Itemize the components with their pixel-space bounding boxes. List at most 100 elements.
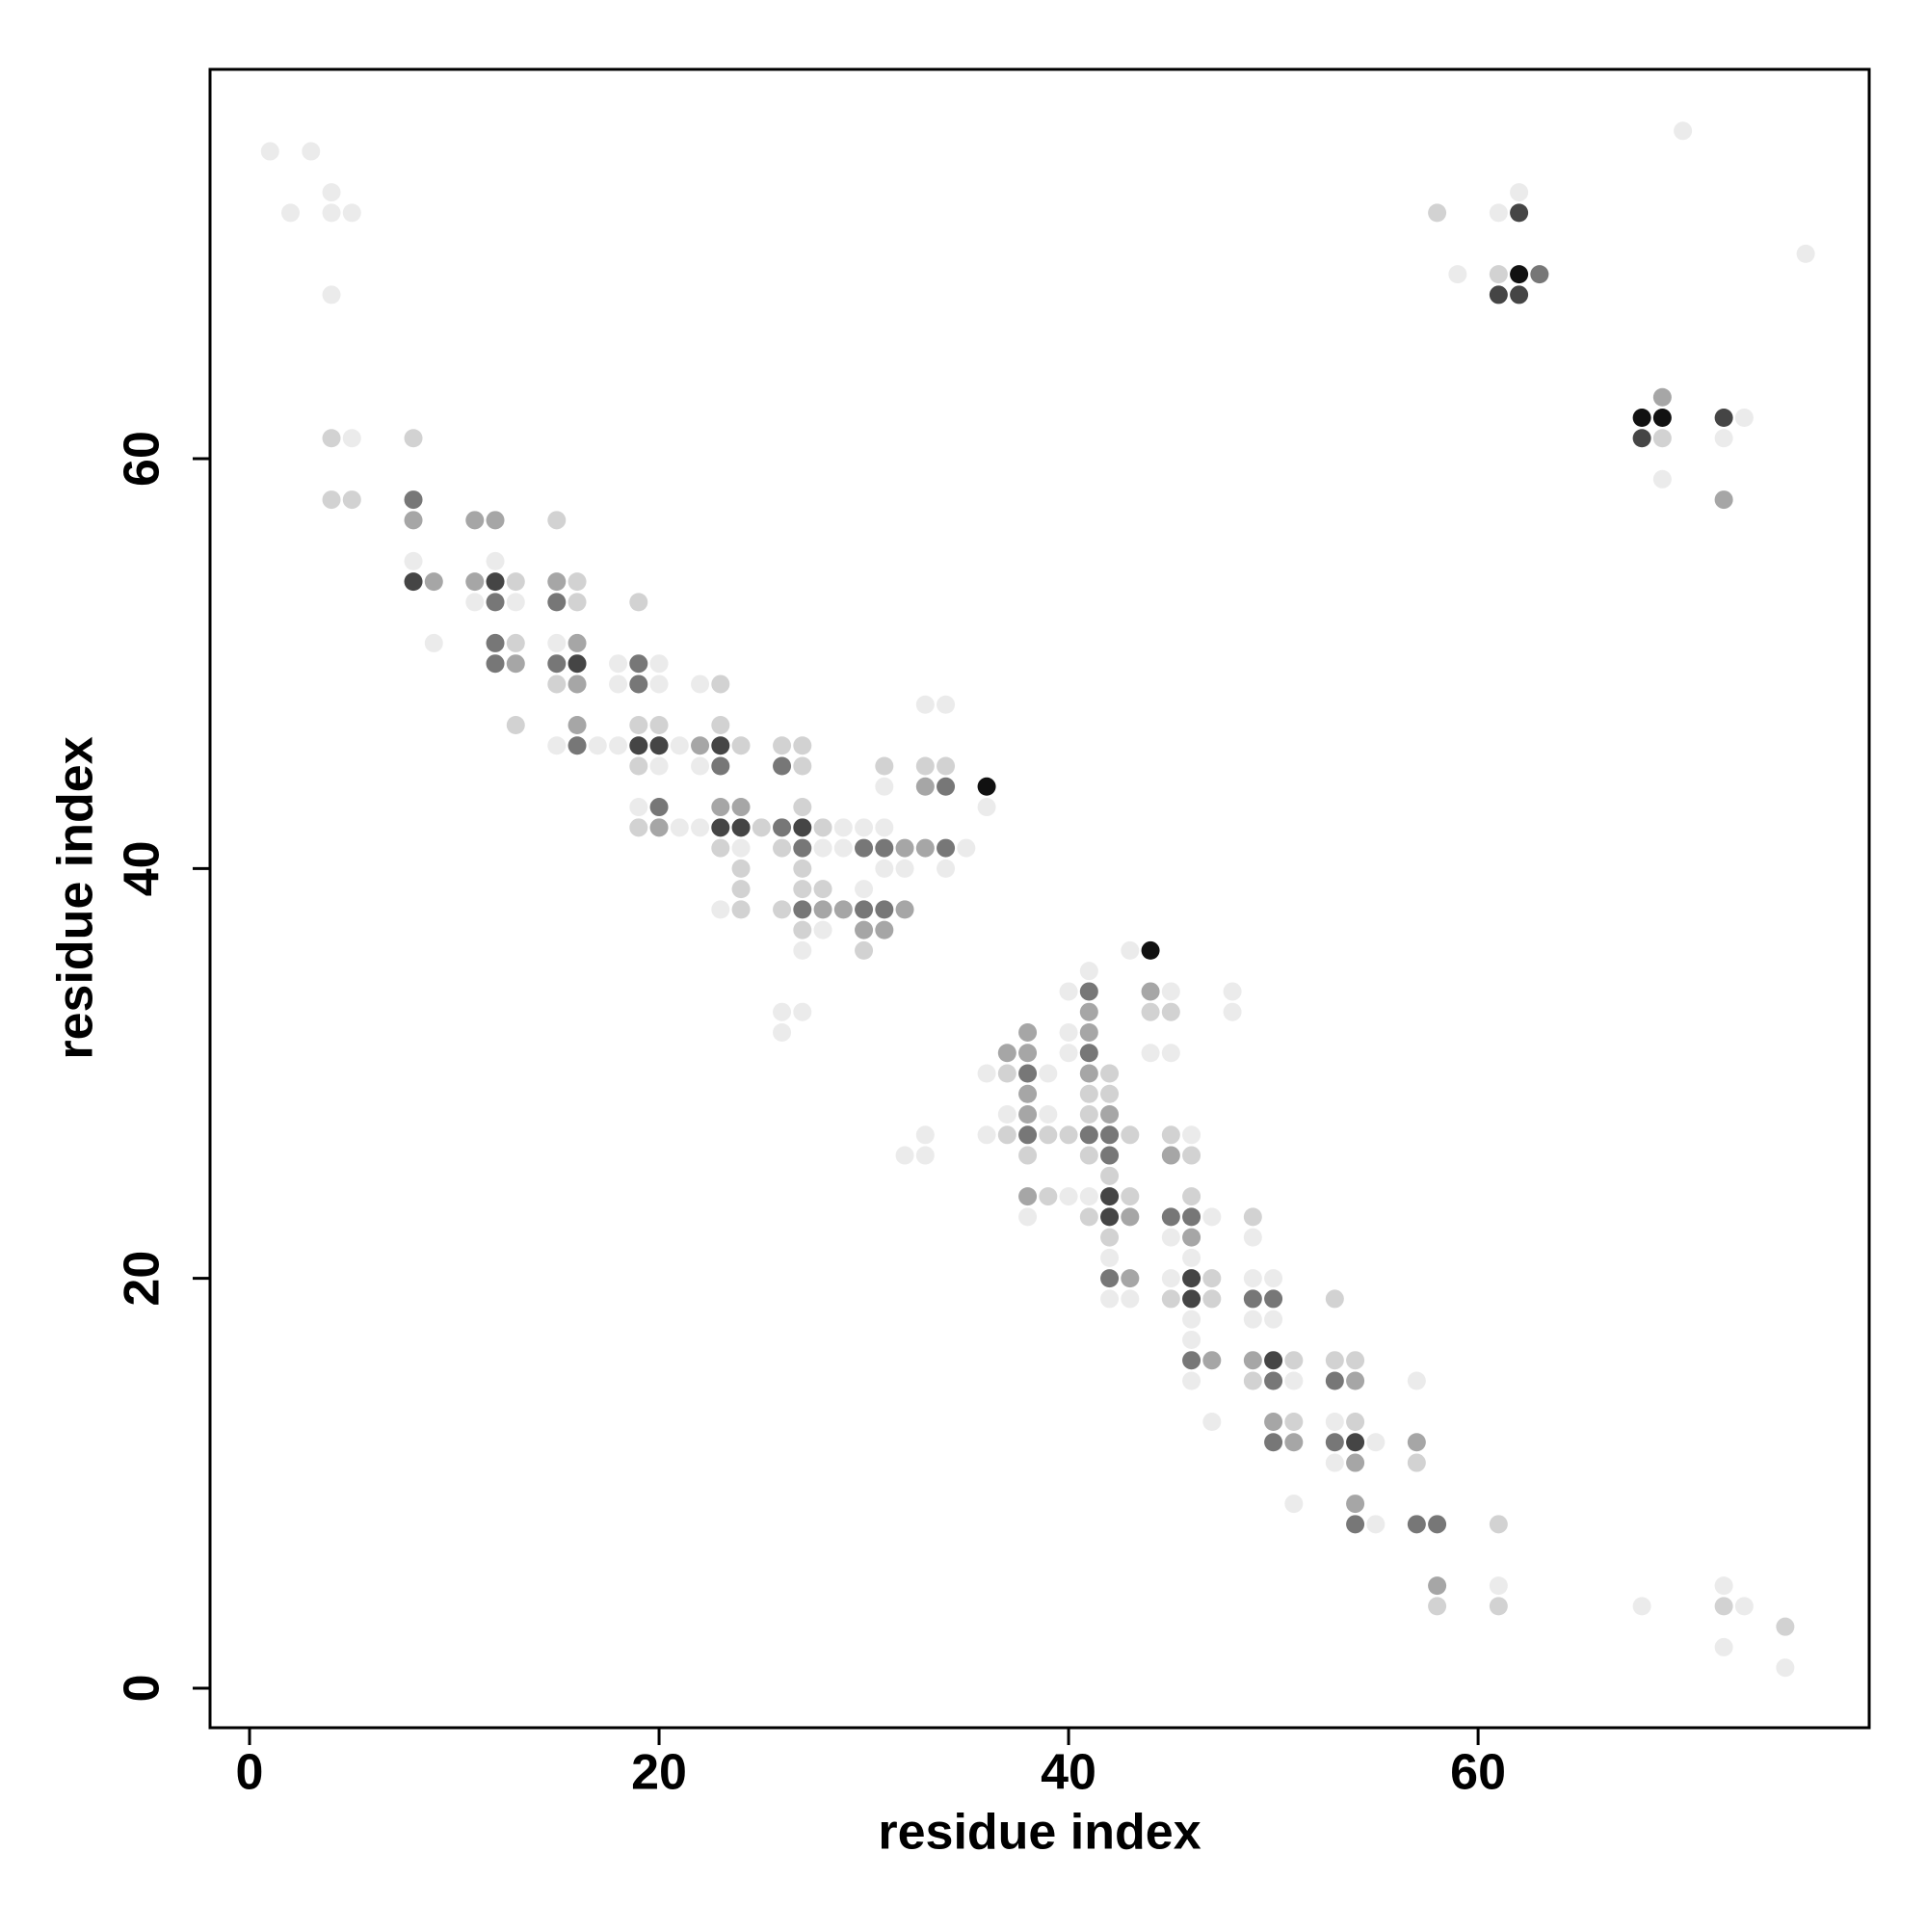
contact-point <box>322 183 341 202</box>
contact-point <box>1510 285 1529 304</box>
contact-point <box>937 838 956 858</box>
contact-point <box>1407 1433 1426 1452</box>
contact-point <box>731 798 751 817</box>
contact-point <box>793 736 812 755</box>
contact-point <box>342 203 361 223</box>
contact-point <box>1182 1146 1201 1165</box>
contact-point <box>875 838 894 858</box>
contact-point <box>1284 1371 1304 1390</box>
contact-point <box>731 838 751 858</box>
contact-point <box>1202 1413 1222 1432</box>
contact-point <box>1407 1453 1426 1472</box>
contact-point <box>1039 1187 1058 1206</box>
contact-point <box>1018 1044 1038 1063</box>
contact-point <box>1018 1125 1038 1145</box>
contact-point <box>855 920 874 940</box>
contact-point <box>568 715 587 734</box>
contact-point <box>465 511 485 530</box>
contact-point <box>731 880 751 899</box>
contact-point <box>609 675 628 694</box>
contact-point <box>1734 409 1754 428</box>
contact-point <box>1510 183 1529 202</box>
contact-point <box>793 900 812 919</box>
contact-point <box>486 593 505 612</box>
contact-point <box>773 900 792 919</box>
contact-point <box>1714 409 1733 428</box>
contact-point <box>1121 1187 1140 1206</box>
contact-point <box>1489 285 1508 304</box>
contact-point <box>1325 1351 1344 1370</box>
contact-point <box>1079 1064 1098 1083</box>
contact-point <box>506 633 525 652</box>
contact-point <box>1407 1371 1426 1390</box>
contact-point <box>609 736 628 755</box>
contact-point <box>731 900 751 919</box>
contact-point <box>342 490 361 510</box>
contact-point <box>977 798 996 817</box>
contact-point <box>1018 1084 1038 1103</box>
contact-point <box>568 593 587 612</box>
contact-point <box>1510 265 1529 284</box>
contact-point <box>1141 940 1160 960</box>
contact-point <box>1079 1146 1098 1165</box>
contact-point <box>649 654 669 674</box>
contact-point <box>1652 429 1672 448</box>
y-axis-title: residue index <box>48 736 104 1059</box>
contact-point <box>1264 1413 1283 1432</box>
contact-point <box>1018 1022 1038 1042</box>
contact-point <box>1652 387 1672 407</box>
contact-point <box>1489 203 1508 223</box>
contact-point <box>342 429 361 448</box>
contact-point <box>1121 1207 1140 1227</box>
contact-point <box>1182 1125 1201 1145</box>
contact-point <box>1284 1433 1304 1452</box>
contact-point <box>629 756 648 776</box>
contact-point <box>793 798 812 817</box>
contact-point <box>1141 1002 1160 1021</box>
contact-point <box>937 756 956 776</box>
contact-point <box>465 572 485 592</box>
contact-point <box>1161 982 1180 1001</box>
contact-point <box>486 654 505 674</box>
contact-point <box>813 920 832 940</box>
contact-point <box>322 203 341 223</box>
contact-point <box>1079 1022 1098 1042</box>
contact-point <box>875 818 894 837</box>
contact-point <box>1100 1166 1120 1185</box>
contact-point <box>915 838 935 858</box>
contact-point <box>1182 1187 1201 1206</box>
contact-point <box>1100 1289 1120 1309</box>
contact-point <box>486 633 505 652</box>
contact-point <box>1346 1351 1365 1370</box>
contact-point <box>895 859 914 878</box>
contact-point <box>1652 469 1672 489</box>
contact-point <box>1182 1289 1201 1309</box>
contact-point <box>1059 1022 1078 1042</box>
contact-point <box>1100 1064 1120 1083</box>
contact-point <box>629 654 648 674</box>
contact-point <box>855 818 874 837</box>
contact-point <box>793 838 812 858</box>
contact-point <box>895 838 914 858</box>
contact-point <box>711 675 730 694</box>
contact-point <box>691 756 710 776</box>
contact-point <box>629 715 648 734</box>
contact-point <box>1100 1207 1120 1227</box>
contact-point <box>465 593 485 612</box>
contact-point <box>752 818 771 837</box>
contact-point <box>404 551 423 570</box>
contact-point <box>404 429 423 448</box>
contact-point <box>1059 1044 1078 1063</box>
contact-point <box>1079 1125 1098 1145</box>
contact-point <box>793 920 812 940</box>
contact-point <box>711 736 730 755</box>
contact-point <box>997 1105 1016 1125</box>
contact-point <box>1079 1044 1098 1063</box>
contact-point <box>1632 1597 1651 1616</box>
contact-point <box>711 838 730 858</box>
contact-point <box>506 572 525 592</box>
contact-point <box>1018 1105 1038 1125</box>
contact-point <box>1079 982 1098 1001</box>
